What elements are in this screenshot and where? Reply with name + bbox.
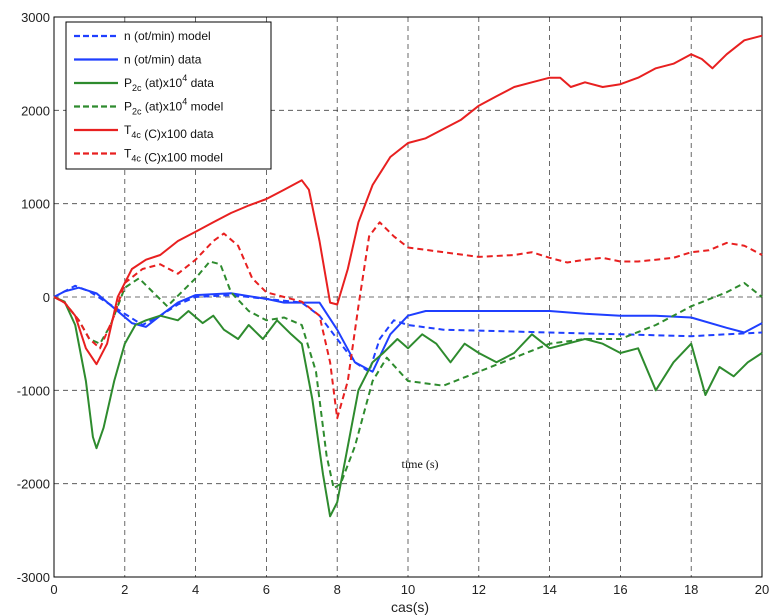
y-tick-label: -2000 bbox=[17, 477, 50, 492]
legend-label: P2c (at)x104 model bbox=[124, 97, 223, 117]
series-line-5 bbox=[53, 34, 763, 366]
y-tick-label: 1000 bbox=[21, 197, 50, 212]
x-tick-label: 2 bbox=[121, 582, 128, 597]
y-tick-label: -1000 bbox=[17, 383, 50, 398]
legend-label: T4c (C)x100 model bbox=[124, 147, 223, 165]
annotation-text: time (s) bbox=[402, 457, 439, 471]
legend-box bbox=[65, 21, 272, 170]
x-tick-label: 6 bbox=[263, 582, 270, 597]
legend: n (ot/min) model n (ot/min) data P2c (at)x… bbox=[65, 21, 272, 170]
legend-label: T4c (C)x100 data bbox=[124, 123, 214, 141]
x-tick-label: 12 bbox=[472, 582, 486, 597]
series-layer bbox=[53, 34, 763, 518]
x-axis-label: cas(s) bbox=[391, 599, 429, 615]
x-tick-label: 0 bbox=[50, 582, 57, 597]
x-tick-label: 10 bbox=[401, 582, 415, 597]
series-line-6 bbox=[53, 221, 763, 420]
y-tick-label: 0 bbox=[43, 290, 50, 305]
series-line-2 bbox=[53, 286, 763, 373]
y-tick-label: 2000 bbox=[21, 103, 50, 118]
series-line-4 bbox=[53, 260, 763, 490]
x-tick-label: 18 bbox=[684, 582, 698, 597]
legend-label: P2c (at)x104 data bbox=[124, 73, 214, 93]
legend-label: n (ot/min) data bbox=[124, 53, 202, 67]
legend-label: n (ot/min) model bbox=[124, 29, 211, 43]
x-tick-label: 20 bbox=[755, 582, 769, 597]
x-tick-label: 4 bbox=[192, 582, 199, 597]
x-tick-label: 16 bbox=[613, 582, 627, 597]
axis-ticks: 0 2 4 6 8 10 12 14 16 18 20 3000 2000 1000 0 -1000 -2000… bbox=[17, 10, 769, 597]
x-tick-label: 8 bbox=[334, 582, 341, 597]
x-tick-label: 14 bbox=[542, 582, 556, 597]
y-tick-label: -3000 bbox=[17, 570, 50, 585]
series-line-3 bbox=[53, 296, 763, 518]
y-tick-label: 3000 bbox=[21, 10, 50, 25]
